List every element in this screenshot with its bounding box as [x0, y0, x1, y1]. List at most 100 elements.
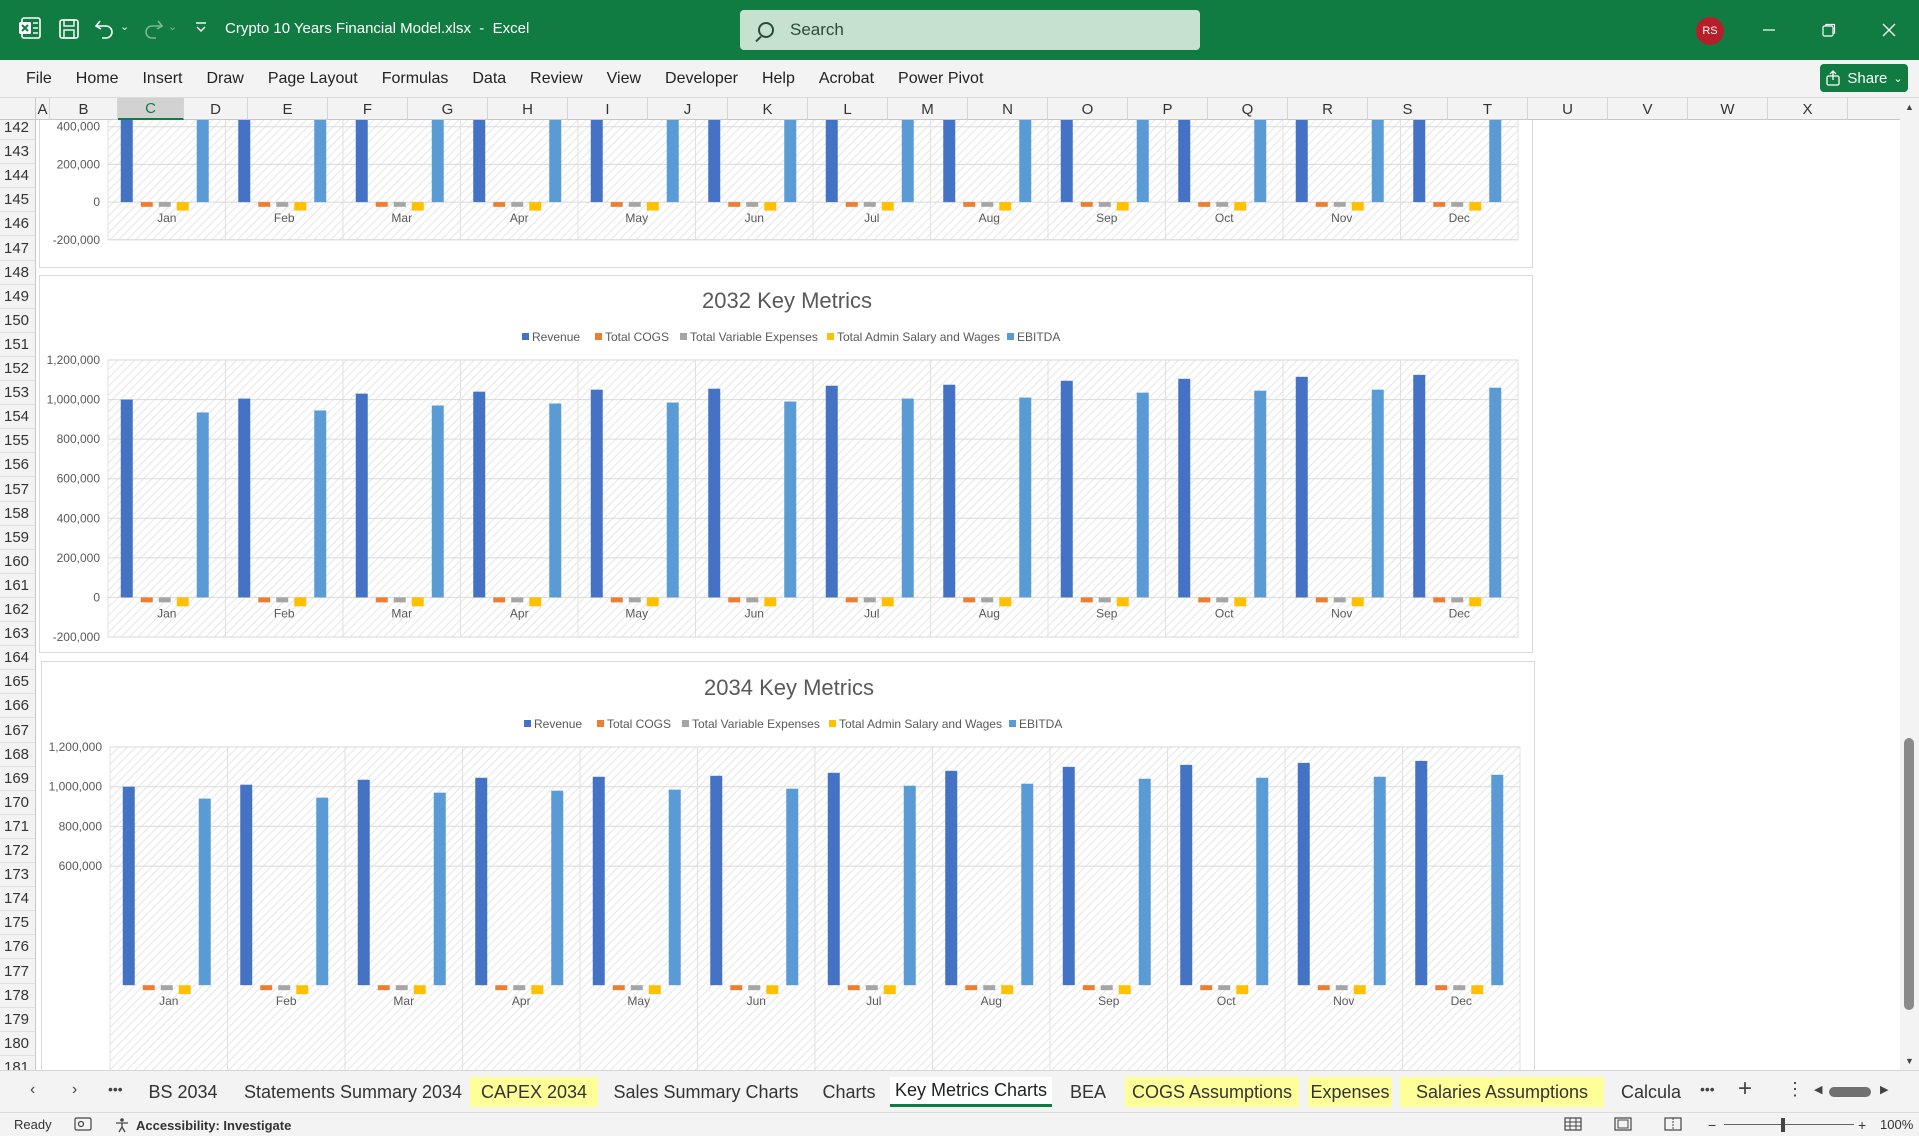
bar-ebitda-mar[interactable]: [431, 120, 444, 203]
bar-total-cogs-jan[interactable]: [140, 597, 153, 603]
column-header-e[interactable]: E: [248, 98, 328, 120]
bar-ebitda-feb[interactable]: [314, 120, 327, 203]
bar-revenue-feb[interactable]: [240, 784, 253, 986]
bar-ebitda-jul[interactable]: [903, 785, 916, 986]
column-header-m[interactable]: M: [888, 98, 968, 120]
bar-ebitda-mar[interactable]: [433, 792, 446, 986]
bar-total-cogs-jun[interactable]: [728, 597, 741, 603]
zoom-out-icon[interactable]: −: [1708, 1117, 1717, 1133]
bar-total-admin-salary-and-wages-mar[interactable]: [411, 202, 424, 211]
bar-total-admin-salary-and-wages-nov[interactable]: [1353, 985, 1366, 995]
sheet-tab-charts[interactable]: Charts: [822, 1081, 876, 1102]
bar-revenue-oct[interactable]: [1180, 764, 1193, 986]
bar-total-admin-salary-and-wages-jun[interactable]: [764, 597, 777, 607]
bar-ebitda-sep[interactable]: [1136, 392, 1149, 598]
bar-total-variable-expenses-jan[interactable]: [160, 985, 173, 991]
row-header-144[interactable]: 144: [0, 164, 35, 189]
bar-revenue-may[interactable]: [590, 120, 603, 203]
chart-2034-key-metrics[interactable]: 600,000 800,000 1,000,000 1,200,000 Jan Feb Ma…: [41, 661, 1535, 1070]
bar-ebitda-oct[interactable]: [1254, 120, 1267, 203]
chart-2032-key-metrics[interactable]: -200,000 0 200,000 400,000 600,000 800,000 1,0…: [39, 275, 1533, 653]
bar-total-variable-expenses-feb[interactable]: [278, 985, 291, 991]
bar-ebitda-nov[interactable]: [1371, 389, 1384, 598]
bar-total-variable-expenses-nov[interactable]: [1335, 985, 1348, 991]
bar-revenue-oct[interactable]: [1178, 120, 1191, 203]
bar-revenue-jan[interactable]: [120, 120, 133, 203]
menu-draw[interactable]: Draw: [206, 69, 244, 87]
bar-revenue-aug[interactable]: [943, 384, 956, 598]
bar-total-cogs-sep[interactable]: [1080, 597, 1093, 603]
bar-ebitda-feb[interactable]: [316, 797, 329, 986]
bar-total-variable-expenses-aug[interactable]: [983, 985, 996, 991]
bar-revenue-sep[interactable]: [1060, 380, 1073, 598]
bar-total-admin-salary-and-wages-jan[interactable]: [178, 985, 191, 995]
bar-ebitda-dec[interactable]: [1489, 120, 1502, 203]
menu-formulas[interactable]: Formulas: [381, 69, 449, 87]
bar-revenue-jul[interactable]: [825, 120, 838, 203]
save-icon[interactable]: [58, 18, 80, 40]
bar-total-admin-salary-and-wages-feb[interactable]: [296, 985, 309, 995]
bar-total-cogs-jul[interactable]: [845, 202, 858, 207]
column-header-k[interactable]: K: [728, 98, 808, 120]
bar-ebitda-dec[interactable]: [1489, 387, 1502, 598]
bar-total-cogs-apr[interactable]: [493, 597, 506, 603]
bar-total-cogs-mar[interactable]: [375, 202, 388, 207]
page-layout-view-icon[interactable]: [1614, 1117, 1632, 1131]
bar-total-cogs-sep[interactable]: [1082, 985, 1095, 991]
bar-revenue-jun[interactable]: [710, 775, 723, 986]
row-header-175[interactable]: 175: [0, 911, 35, 936]
bar-total-variable-expenses-sep[interactable]: [1098, 202, 1111, 207]
bar-total-admin-salary-and-wages-jul[interactable]: [881, 597, 894, 607]
column-header-g[interactable]: G: [408, 98, 488, 120]
bar-revenue-mar[interactable]: [355, 120, 368, 203]
bar-total-cogs-feb[interactable]: [260, 985, 273, 991]
bar-revenue-jul[interactable]: [827, 772, 840, 986]
bar-total-variable-expenses-jan[interactable]: [158, 202, 171, 207]
row-header-147[interactable]: 147: [0, 237, 35, 261]
bar-total-variable-expenses-jul[interactable]: [865, 985, 878, 991]
bar-ebitda-may[interactable]: [666, 402, 679, 598]
bar-total-variable-expenses-feb[interactable]: [276, 202, 289, 207]
row-header-166[interactable]: 166: [0, 694, 35, 719]
row-header-143[interactable]: 143: [0, 140, 35, 165]
undo-icon[interactable]: [94, 17, 116, 39]
sheet-tab-capex-2034[interactable]: CAPEX 2034: [470, 1077, 598, 1107]
column-header-d[interactable]: D: [184, 98, 248, 120]
bar-total-admin-salary-and-wages-sep[interactable]: [1116, 202, 1129, 211]
row-header-159[interactable]: 159: [0, 526, 35, 550]
bar-revenue-jun[interactable]: [708, 388, 721, 598]
legend-label[interactable]: Total Variable Expenses: [690, 330, 818, 344]
row-header-180[interactable]: 180: [0, 1032, 35, 1056]
bar-ebitda-aug[interactable]: [1021, 783, 1034, 986]
sheet-tab-bs-2034[interactable]: BS 2034: [148, 1081, 218, 1102]
column-header-o[interactable]: O: [1048, 98, 1128, 120]
row-header-148[interactable]: 148: [0, 261, 35, 285]
column-header-s[interactable]: S: [1368, 98, 1448, 120]
bar-total-variable-expenses-dec[interactable]: [1451, 597, 1464, 603]
legend-label[interactable]: Revenue: [534, 717, 582, 731]
bar-total-cogs-nov[interactable]: [1315, 597, 1328, 603]
row-header-142[interactable]: 142: [0, 120, 35, 140]
sheet-tab-cogs-assumptions[interactable]: COGS Assumptions: [1125, 1077, 1299, 1107]
bar-revenue-oct[interactable]: [1178, 378, 1191, 598]
row-header-152[interactable]: 152: [0, 357, 35, 381]
legend-label[interactable]: Total Admin Salary and Wages: [839, 717, 1002, 731]
bar-revenue-dec[interactable]: [1413, 374, 1426, 598]
scroll-left-icon[interactable]: ◀: [1814, 1084, 1823, 1096]
bar-total-cogs-oct[interactable]: [1200, 985, 1213, 991]
row-header-161[interactable]: 161: [0, 574, 35, 598]
bar-ebitda-nov[interactable]: [1371, 120, 1384, 203]
close-button[interactable]: [1860, 0, 1918, 60]
row-header-149[interactable]: 149: [0, 285, 35, 309]
sheet-tab-salaries-assumptions[interactable]: Salaries Assumptions: [1400, 1077, 1604, 1107]
row-header-150[interactable]: 150: [0, 309, 35, 333]
row-header-178[interactable]: 178: [0, 984, 35, 1008]
bar-total-admin-salary-and-wages-aug[interactable]: [999, 202, 1012, 211]
row-header-167[interactable]: 167: [0, 719, 35, 743]
bar-ebitda-oct[interactable]: [1254, 390, 1267, 598]
bar-total-admin-salary-and-wages-dec[interactable]: [1469, 202, 1482, 211]
bar-total-cogs-may[interactable]: [610, 597, 623, 603]
legend-label[interactable]: Total Admin Salary and Wages: [837, 330, 1000, 344]
menu-power-pivot[interactable]: Power Pivot: [898, 69, 984, 87]
sheet-tab-key-metrics-charts[interactable]: Key Metrics Charts: [890, 1077, 1052, 1107]
